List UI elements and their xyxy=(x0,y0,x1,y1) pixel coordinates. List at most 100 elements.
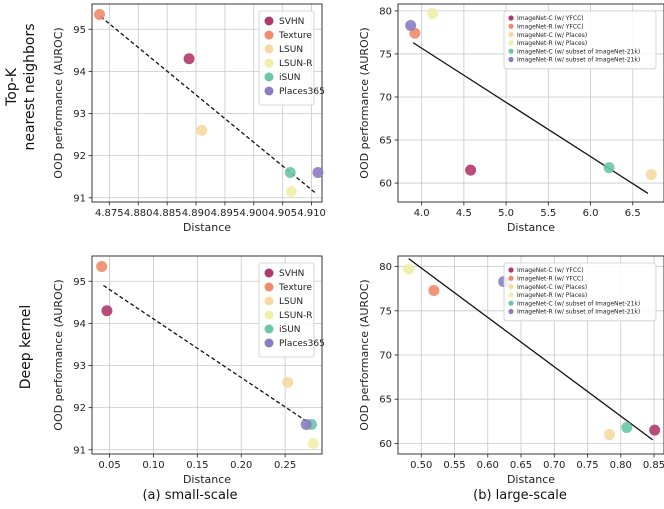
legend-marker xyxy=(508,275,514,281)
caption-small-scale: (a) small-scale xyxy=(142,488,237,503)
row-label-top-line2: nearest neighbors xyxy=(22,24,38,151)
data-point xyxy=(312,167,324,179)
data-point xyxy=(649,424,661,436)
data-point xyxy=(183,53,195,65)
data-point xyxy=(284,167,296,179)
legend-marker xyxy=(264,44,274,54)
x-tick-label: 4.905 xyxy=(268,208,297,219)
x-tick-label: 0.55 xyxy=(443,460,465,471)
x-tick-label: 0.80 xyxy=(610,460,632,471)
legend-label: LSUN xyxy=(279,297,303,307)
x-tick-label: 4.910 xyxy=(297,208,326,219)
legend-label: SVHN xyxy=(279,17,304,27)
legend-label: Texture xyxy=(278,31,312,41)
y-axis-label: OOD performance (AUROC) xyxy=(52,27,65,178)
chart-panel-1: 4.0 4.5 5.0 5.5 6.0 6.5 60 65 70 75 80 Distance OOD … xyxy=(358,3,664,234)
x-tick-label: 4.5 xyxy=(456,208,472,219)
legend-label: LSUN-R xyxy=(279,311,313,321)
x-tick-label: 0.65 xyxy=(510,460,532,471)
legend-marker xyxy=(508,31,514,38)
x-axis-label: Distance xyxy=(183,221,231,234)
data-point xyxy=(96,261,108,273)
data-point xyxy=(427,7,439,19)
legend-label: ImageNet-C (w/ subset of ImageNet-21k) xyxy=(517,300,640,307)
legend-marker xyxy=(508,23,514,29)
axes-frame xyxy=(397,255,664,455)
x-tick-label: 0.70 xyxy=(543,460,565,471)
row-label-bottom: Deep kernel xyxy=(18,305,34,389)
data-point xyxy=(196,124,208,136)
axes-frame xyxy=(397,3,664,203)
x-tick-label: 6.5 xyxy=(625,208,641,219)
legend-marker xyxy=(264,16,274,26)
legend-marker xyxy=(264,86,274,96)
legend-marker xyxy=(264,30,274,40)
legend-label: ImageNet-R (w/ YFCC) xyxy=(517,275,584,282)
trend-line xyxy=(408,258,654,441)
y-tick-label: 75 xyxy=(379,49,392,60)
legend-label: Texture xyxy=(278,283,312,293)
legend-marker xyxy=(264,268,274,278)
legend-marker xyxy=(508,48,514,54)
legend-marker xyxy=(508,284,514,290)
chart-panel-2: 0.05 0.10 0.15 0.20 0.25 91 92 93 94 95 Distance OO… xyxy=(52,255,325,486)
legend-box xyxy=(503,262,657,322)
legend-label: ImageNet-C (w/ Places) xyxy=(517,284,587,291)
y-tick-label: 65 xyxy=(379,136,392,147)
y-tick-label: 70 xyxy=(379,92,392,103)
y-tick-label: 95 xyxy=(73,25,86,36)
x-tick-label: 0.75 xyxy=(576,460,598,471)
x-tick-label: 6.0 xyxy=(583,208,599,219)
legend-marker xyxy=(264,58,274,68)
legend-label: iSUN xyxy=(279,73,301,83)
y-tick-label: 92 xyxy=(73,151,86,162)
legend-label: Places365 xyxy=(279,339,325,349)
y-axis-label: OOD performance (AUROC) xyxy=(52,279,65,430)
y-tick-label: 60 xyxy=(379,179,392,190)
x-axis-label: Distance xyxy=(507,221,555,234)
y-tick-label: 93 xyxy=(73,109,86,120)
legend-marker xyxy=(508,15,514,21)
y-tick-label: 94 xyxy=(73,319,86,330)
data-point xyxy=(94,9,106,21)
y-tick-label: 80 xyxy=(379,6,392,17)
data-point xyxy=(621,421,633,433)
row-label-top-line1: Top-K xyxy=(4,67,20,107)
y-tick-label: 60 xyxy=(379,439,392,450)
legend-marker xyxy=(508,300,514,306)
x-tick-label: 5.0 xyxy=(498,208,514,219)
axes-frame xyxy=(91,3,323,203)
x-axis-label: Distance xyxy=(183,473,231,486)
x-axis-label: Distance xyxy=(507,473,555,486)
x-tick-label: 4.0 xyxy=(414,208,430,219)
legend-label: SVHN xyxy=(279,269,304,279)
legend-marker xyxy=(264,296,274,306)
x-tick-label: 0.10 xyxy=(142,460,164,471)
legend-label: ImageNet-R (w/ subset of ImageNet-21k) xyxy=(517,57,640,64)
y-tick-label: 75 xyxy=(379,306,392,317)
legend-marker xyxy=(508,292,514,298)
y-tick-label: 70 xyxy=(379,351,392,362)
y-tick-label: 65 xyxy=(379,395,392,406)
y-tick-label: 91 xyxy=(73,193,86,204)
data-point xyxy=(300,419,312,431)
y-tick-label: 95 xyxy=(73,277,86,288)
y-tick-label: 80 xyxy=(379,262,392,273)
caption-large-scale: (b) large-scale xyxy=(473,488,567,503)
legend-label: Places365 xyxy=(279,87,325,97)
legend-marker xyxy=(508,56,514,63)
legend-marker xyxy=(264,338,274,348)
legend-marker xyxy=(264,72,274,82)
y-tick-label: 91 xyxy=(73,445,86,456)
legend-marker xyxy=(264,282,274,292)
x-tick-label: 0.60 xyxy=(477,460,499,471)
x-tick-label: 0.05 xyxy=(98,460,120,471)
legend-label: LSUN-R xyxy=(279,59,313,69)
x-tick-label: 4.880 xyxy=(124,208,153,219)
axes-frame xyxy=(91,255,323,455)
data-point xyxy=(101,305,113,317)
data-point xyxy=(405,20,417,32)
x-tick-label: 4.890 xyxy=(182,208,211,219)
chart-panel-3: 0.50 0.55 0.60 0.65 0.70 0.75 0.80 0.85 60 65 70 75… xyxy=(358,255,664,486)
